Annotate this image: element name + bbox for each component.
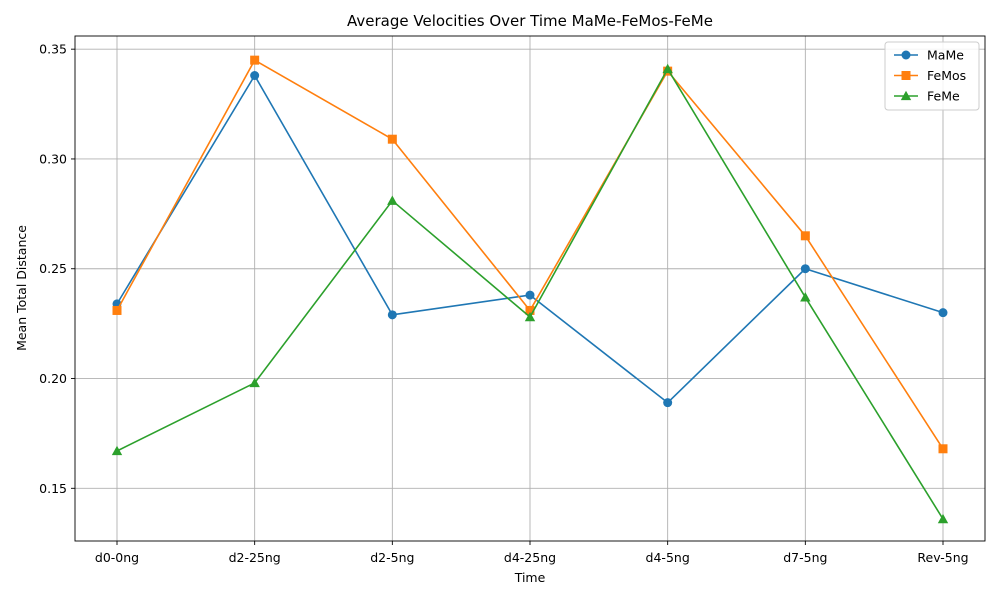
legend-box (884, 41, 980, 111)
data-point-mame (387, 310, 397, 320)
legend: MaMe FeMos FeMe (884, 41, 980, 111)
data-point-mame (800, 264, 810, 274)
data-point-femos (525, 305, 535, 315)
data-point-feme (524, 311, 536, 322)
x-tick-label: d4-25ng (504, 550, 556, 565)
x-tick-label: d2-25ng (229, 550, 281, 565)
y-tick-label: 0.30 (39, 151, 67, 166)
data-point-feme (662, 63, 673, 74)
y-tick-label: 0.20 (39, 371, 67, 386)
data-point-femos (112, 305, 122, 315)
data-point-mame (525, 290, 535, 300)
legend-marker-feme (900, 90, 912, 101)
chart-title: Average Velocities Over Time MaMe-FeMos-… (347, 12, 713, 30)
series-layer (111, 55, 949, 524)
data-point-mame (663, 398, 673, 408)
data-point-femos (250, 55, 260, 65)
data-point-feme (800, 292, 811, 302)
y-axis-label: Mean Total Distance (14, 225, 29, 351)
legend-label-mame: MaMe (927, 48, 964, 63)
series-feme (111, 63, 949, 524)
data-point-femos (387, 134, 397, 144)
data-point-feme (937, 513, 949, 524)
x-tick-label: Rev-5ng (917, 550, 968, 565)
x-tick-label: d2-5ng (370, 550, 414, 565)
legend-marker-femos (901, 71, 911, 80)
grid-layer (75, 36, 985, 541)
legend-marker-mame (901, 50, 911, 60)
data-point-feme (111, 445, 123, 456)
tick-layer: d0-0ng d2-25ng d2-5ng d4-25ng d4-5ng d7-5ng Re… (39, 42, 968, 565)
legend-label-feme: FeMe (927, 89, 960, 104)
x-tick-label: d4-5ng (646, 550, 690, 565)
y-tick-label: 0.25 (39, 261, 67, 276)
data-point-feme (387, 195, 398, 205)
x-tick-label: d0-0ng (95, 550, 139, 565)
data-point-femos (938, 444, 948, 454)
y-tick-label: 0.35 (39, 42, 67, 57)
x-axis-label: Time (514, 570, 546, 585)
data-point-mame (938, 308, 948, 318)
x-tick-label: d7-5ng (783, 550, 827, 565)
data-point-mame (250, 71, 260, 81)
data-point-femos (800, 231, 810, 241)
data-point-feme (249, 377, 260, 388)
legend-label-femos: FeMos (927, 68, 966, 83)
y-tick-label: 0.15 (39, 481, 67, 496)
